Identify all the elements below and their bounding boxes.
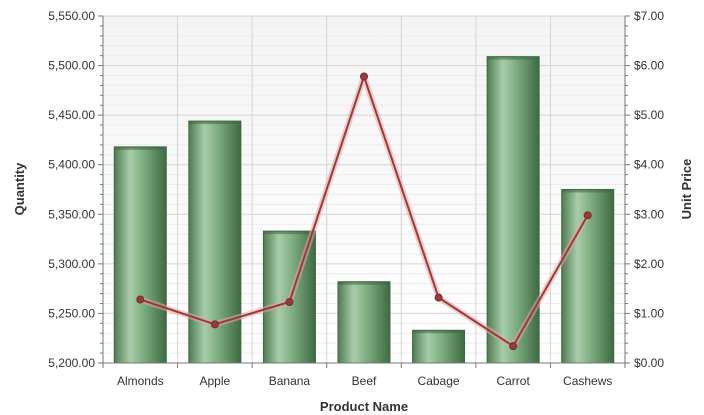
category-axis-ticks: Almonds Apple Banana Beef Cabage Carrot Cashew… <box>102 363 626 388</box>
right-tick-label: $7.00 <box>634 9 664 23</box>
price-point-carrot <box>509 342 518 351</box>
category-label: Banana <box>269 374 311 388</box>
left-tick-label: 5,350.00 <box>48 207 95 221</box>
left-axis-ticks: 5,200.00 5,250.00 5,300.00 5,350.00 5,400.00… <box>48 9 103 370</box>
bar-body <box>412 329 466 364</box>
left-tick-label: 5,400.00 <box>48 158 95 172</box>
bar-body <box>337 281 391 364</box>
vertical-gridlines <box>177 16 551 363</box>
price-point-almonds <box>136 295 145 304</box>
right-tick-label: $4.00 <box>634 158 664 172</box>
category-label: Cabage <box>418 374 460 388</box>
price-point-cabage <box>434 293 443 302</box>
bar-beef <box>337 281 391 364</box>
right-tick-label: $0.00 <box>634 356 664 370</box>
category-label: Apple <box>200 374 231 388</box>
x-axis-title: Product Name <box>320 399 408 414</box>
bar-body <box>113 146 167 364</box>
y2-axis-title: Unit Price <box>679 159 694 220</box>
bar-cap <box>561 189 614 193</box>
price-point-cashews <box>583 211 592 220</box>
right-tick-label: $3.00 <box>634 207 664 221</box>
bar-cap <box>487 56 540 60</box>
price-point-banana <box>285 298 294 307</box>
right-tick-label: $6.00 <box>634 59 664 73</box>
bar-cabage <box>412 329 466 364</box>
left-tick-label: 5,250.00 <box>48 306 95 320</box>
right-tick-label: $1.00 <box>634 306 664 320</box>
bar-cap <box>188 121 241 125</box>
left-tick-label: 5,450.00 <box>48 108 95 122</box>
right-axis-ticks: $0.00 $1.00 $2.00 $3.00 $4.00 $5.00 $6.00 $7.00 <box>625 9 664 370</box>
bar-cap <box>263 231 316 235</box>
left-tick-label: 5,200.00 <box>48 356 95 370</box>
left-tick-label: 5,500.00 <box>48 59 95 73</box>
category-label: Beef <box>352 374 377 388</box>
price-point-apple <box>210 320 219 329</box>
category-label: Carrot <box>496 374 530 388</box>
right-tick-label: $2.00 <box>634 257 664 271</box>
price-point-beef <box>360 72 368 81</box>
right-tick-label: $5.00 <box>634 108 664 122</box>
category-label: Cashews <box>563 374 612 388</box>
left-tick-label: 5,300.00 <box>48 257 95 271</box>
left-tick-label: 5,550.00 <box>48 9 95 23</box>
category-label: Almonds <box>117 374 164 388</box>
bar-cap <box>114 146 167 150</box>
line-series <box>136 72 592 351</box>
y-axis-title: Quantity <box>12 162 27 215</box>
bar-almonds <box>113 146 167 364</box>
axes <box>102 16 626 364</box>
bar-cap <box>338 281 390 285</box>
bar-cap <box>412 330 465 334</box>
